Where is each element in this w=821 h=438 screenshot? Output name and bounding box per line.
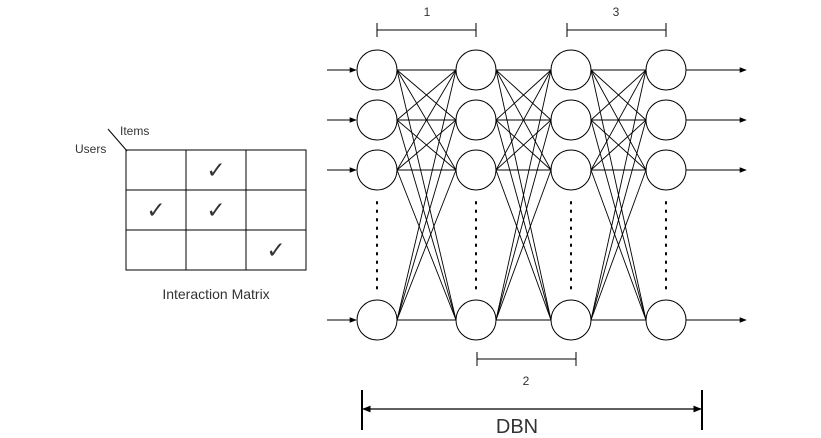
network-edge bbox=[495, 69, 552, 171]
network-node bbox=[356, 49, 398, 91]
network-io-arrows bbox=[327, 67, 747, 323]
network-edge bbox=[590, 69, 647, 171]
matrix-grid bbox=[125, 149, 307, 271]
matrix-cell bbox=[245, 189, 307, 231]
network-node bbox=[455, 99, 497, 141]
network-edge bbox=[590, 119, 647, 171]
network-node bbox=[645, 299, 687, 341]
check-mark-icon: ✓ bbox=[206, 197, 225, 223]
network-node bbox=[645, 149, 687, 191]
segment-label-1: 1 bbox=[424, 5, 431, 19]
network-node bbox=[356, 149, 398, 191]
network-edge bbox=[396, 119, 457, 321]
matrix-cell bbox=[245, 229, 307, 271]
network-node bbox=[645, 99, 687, 141]
network-edge bbox=[495, 119, 552, 321]
network-edge bbox=[396, 69, 457, 121]
matrix-header-diagonal bbox=[107, 128, 128, 152]
network-node bbox=[550, 149, 592, 191]
matrix-caption: Interaction Matrix bbox=[162, 286, 269, 302]
network-edge bbox=[495, 169, 552, 321]
matrix-cell bbox=[185, 229, 247, 271]
network-node bbox=[455, 149, 497, 191]
segment-bracket-3: 3 bbox=[566, 5, 667, 37]
network-edge bbox=[396, 69, 457, 171]
network-node bbox=[356, 99, 398, 141]
matrix-cell bbox=[125, 149, 187, 191]
check-mark-icon: ✓ bbox=[146, 197, 165, 223]
network-edge bbox=[590, 169, 647, 321]
network-ellipsis-dots bbox=[376, 201, 667, 291]
matrix-checks: ✓ ✓ ✓ ✓ bbox=[146, 157, 285, 263]
network-node bbox=[550, 49, 592, 91]
network-edge bbox=[495, 69, 552, 321]
network-node bbox=[550, 99, 592, 141]
network-edge bbox=[590, 69, 647, 321]
check-mark-icon: ✓ bbox=[206, 157, 225, 183]
matrix-users-label: Users bbox=[75, 142, 106, 156]
network-connections bbox=[396, 69, 647, 321]
network-node bbox=[550, 299, 592, 341]
matrix-cell bbox=[245, 149, 307, 191]
network-edge bbox=[495, 119, 552, 171]
matrix-items-label: Items bbox=[120, 124, 149, 138]
network-node bbox=[356, 299, 398, 341]
network-nodes bbox=[356, 49, 687, 341]
segment-bracket-1: 1 bbox=[376, 5, 477, 37]
network-edge bbox=[590, 119, 647, 321]
matrix-cell bbox=[125, 229, 187, 271]
network-node bbox=[645, 49, 687, 91]
network-edge bbox=[396, 119, 457, 171]
network-edge bbox=[495, 69, 552, 121]
check-mark-icon: ✓ bbox=[266, 237, 285, 263]
network-node bbox=[455, 299, 497, 341]
network-edge bbox=[396, 169, 457, 321]
segment-label-2: 2 bbox=[523, 374, 530, 388]
interaction-matrix: Items Users ✓ ✓ ✓ ✓ Interaction Matrix bbox=[75, 124, 307, 302]
segment-label-3: 3 bbox=[613, 5, 620, 19]
segment-bracket-2: 2 bbox=[476, 352, 577, 388]
network-edge bbox=[396, 69, 457, 321]
network-node bbox=[455, 49, 497, 91]
dbn-span-bracket: DBN bbox=[361, 390, 703, 438]
dbn-label: DBN bbox=[496, 416, 538, 438]
network-edge bbox=[590, 69, 647, 121]
dbn-network: 1 3 2 DBN bbox=[327, 5, 747, 438]
